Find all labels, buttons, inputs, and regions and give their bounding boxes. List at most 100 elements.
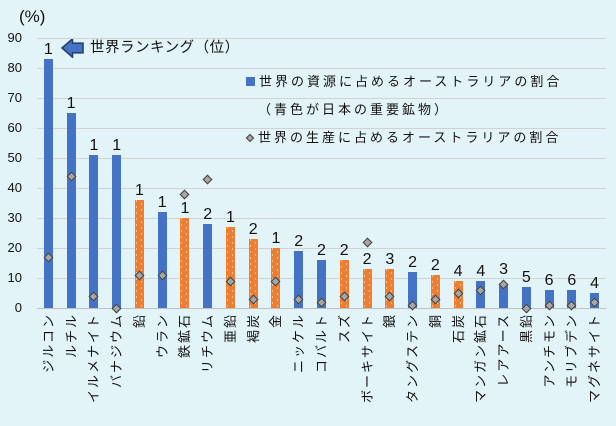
legend-diamond-icon <box>245 133 255 142</box>
bar <box>66 113 76 308</box>
gridline <box>37 37 606 39</box>
x-axis-category-label: ボーキサイト <box>359 313 375 404</box>
bar <box>225 227 235 308</box>
x-axis-category-label: 金 <box>268 313 284 329</box>
bar <box>499 284 509 308</box>
bar <box>134 200 144 308</box>
gridline <box>37 157 606 159</box>
y-axis-tick-label: 70 <box>7 90 22 105</box>
x-axis-category-label: 亜鉛 <box>222 313 238 344</box>
rank-label: 2 <box>408 254 417 271</box>
legend-item-production: 世界の生産に占めるオーストラリアの割合 <box>245 130 562 145</box>
rank-label: 1 <box>134 182 144 199</box>
world-ranking-annotation: 世界ランキング（位） <box>61 38 240 58</box>
y-axis-tick-label: 50 <box>7 150 22 165</box>
bar <box>248 239 258 308</box>
x-axis-category-label: レアアース <box>496 313 512 387</box>
x-axis-category-label: モリブデン <box>564 313 580 389</box>
x-axis-category-label: コバルト <box>314 313 329 374</box>
gridline <box>37 67 606 69</box>
bar <box>544 290 554 308</box>
gridline <box>37 247 606 249</box>
x-axis-category-label: ニッケル <box>291 313 307 374</box>
legend-resource-label: 世界の資源に占めるオーストラリアの割合 <box>259 74 563 89</box>
bar <box>294 251 304 308</box>
bar <box>43 59 53 308</box>
y-axis-tick-label: 80 <box>7 60 22 75</box>
x-axis-category-label: ウラン <box>154 313 170 359</box>
gridline <box>37 217 606 219</box>
x-axis-category-label: 銅 <box>427 313 443 329</box>
x-axis-category-label: アンチモン <box>541 313 557 388</box>
rank-label: 2 <box>294 233 304 250</box>
rank-label: 3 <box>499 261 509 278</box>
x-axis-category-label: 石炭 <box>450 313 466 344</box>
legend-item-resource: 世界の資源に占めるオーストラリアの割合 <box>246 74 562 89</box>
rank-label: 4 <box>453 263 463 280</box>
x-axis-category-label: ジルコン <box>40 313 56 373</box>
x-axis-category-label: タングステン <box>405 313 421 404</box>
rank-label: 4 <box>476 263 486 280</box>
x-axis-category-label: 鉄鉱石 <box>177 313 193 359</box>
rank-label: 6 <box>544 272 554 289</box>
x-axis-category-label: 褐炭 <box>245 313 261 344</box>
bar <box>317 260 326 308</box>
rank-label: 1 <box>89 137 99 154</box>
y-axis-tick-label: 20 <box>7 240 22 255</box>
rank-label: 2 <box>339 242 349 259</box>
gridline <box>37 97 606 99</box>
legend-production-label: 世界の生産に占めるオーストラリアの割合 <box>258 130 562 145</box>
rank-label: 1 <box>226 209 235 226</box>
rank-label: 1 <box>157 194 167 211</box>
y-axis-tick-label: 0 <box>14 300 22 315</box>
y-axis-tick-label: 10 <box>7 270 22 285</box>
rank-label: 5 <box>521 269 531 286</box>
rank-label: 2 <box>203 206 213 223</box>
bar <box>157 212 167 308</box>
y-axis-tick-label: 30 <box>7 210 22 225</box>
bar <box>567 290 577 308</box>
legend-square-icon <box>246 77 255 86</box>
rank-label: 1 <box>271 230 281 247</box>
bar <box>112 155 122 308</box>
rank-label: 4 <box>590 275 600 292</box>
x-axis-category-label: 銀 <box>382 313 398 329</box>
bar <box>180 218 190 308</box>
left-arrow-icon <box>61 38 84 58</box>
bar <box>430 275 440 308</box>
bar <box>339 260 349 308</box>
bar <box>521 287 531 308</box>
rank-label: 1 <box>43 41 53 58</box>
bar <box>385 269 395 308</box>
rank-label: 1 <box>66 95 76 112</box>
x-axis-category-label: マグネサイト <box>587 313 603 404</box>
x-axis-category-label: バナジウム <box>109 313 125 389</box>
x-axis-category-label: ルチル <box>63 313 79 359</box>
rank-label: 1 <box>180 200 190 217</box>
bar <box>89 155 99 308</box>
y-axis-tick-label: 40 <box>7 180 22 195</box>
rank-label: 3 <box>385 251 395 268</box>
rank-label: 2 <box>248 221 258 238</box>
legend-note: （青色が日本の重要鉱物） <box>258 102 451 117</box>
x-axis-line <box>37 307 606 309</box>
x-axis-category-label: マンガン鉱石 <box>473 313 489 404</box>
bar <box>203 224 213 308</box>
bar <box>408 272 418 308</box>
rank-label: 1 <box>112 137 122 154</box>
y-axis-unit-label: (%) <box>19 7 46 26</box>
rank-label: 2 <box>362 251 372 268</box>
rank-label: 2 <box>430 257 440 274</box>
gridline <box>37 127 606 129</box>
x-axis-category-label: イルメナイト <box>86 313 102 404</box>
rank-label: 2 <box>317 242 326 259</box>
bar <box>362 269 372 308</box>
x-axis-category-label: 鉛 <box>131 313 147 329</box>
world-ranking-label: 世界ランキング（位） <box>90 40 240 56</box>
x-axis-category-label: 黒鉛 <box>518 313 534 344</box>
gridline <box>37 187 606 189</box>
rank-label: 6 <box>567 272 577 289</box>
y-axis-tick-label: 60 <box>7 120 22 135</box>
x-axis-category-label: スズ <box>336 313 352 344</box>
